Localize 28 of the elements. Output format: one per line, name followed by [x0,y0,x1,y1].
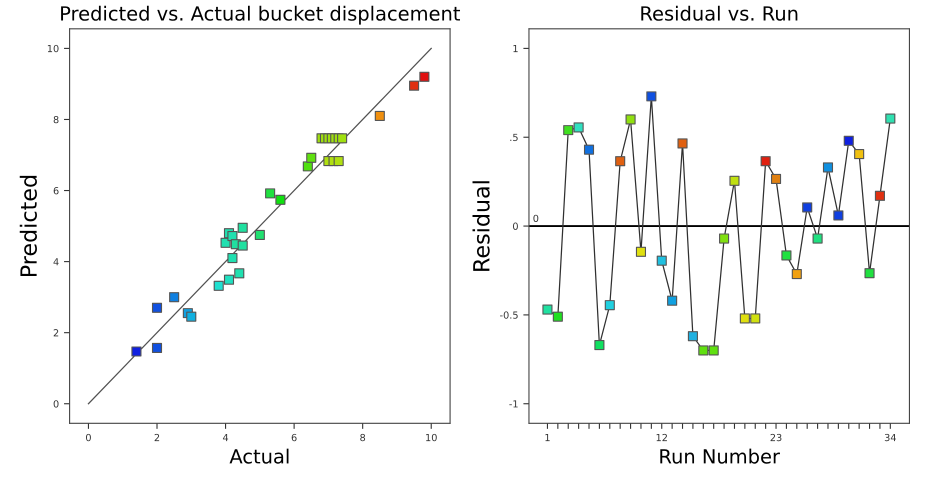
x-tick-label: 0 [86,434,91,442]
chart-title: Residual vs. Run [641,6,798,21]
x-tick-label: 4 [222,434,228,442]
x-axis-title: Run Number [660,448,780,464]
y-tick-label: 10 [48,44,59,52]
x-tick-label: 1 [545,434,550,442]
y-tick-label: 2 [54,329,58,336]
x-tick-label: 34 [884,434,896,442]
ref-line-label: 0 [533,214,538,222]
y-tick-label: 1 [513,45,518,52]
y-tick-label: 0 [513,222,518,230]
y-tick-label: 4 [53,258,59,266]
y-tick-label: 8 [54,116,59,124]
chart-title: Predicted vs. Actual bucket displacement [61,6,460,25]
x-axis-title: Actual [230,448,288,464]
y-axis-title: Residual [472,181,490,271]
x-tick-label: 2 [154,434,160,442]
y-tick-label: 0 [54,400,59,408]
y-tick-label: .5 [510,134,518,142]
y-tick-label: 6 [54,187,59,194]
x-tick-label: 10 [426,434,437,442]
y-tick-label: -1 [509,400,518,408]
x-tick-label: 6 [292,434,297,442]
x-tick-label: 8 [360,434,366,442]
x-tick-label: 23 [770,434,782,442]
y-tick-label: -0.5 [500,311,518,319]
x-tick-label: 12 [656,434,667,442]
y-axis-title: Predicted [20,176,37,276]
